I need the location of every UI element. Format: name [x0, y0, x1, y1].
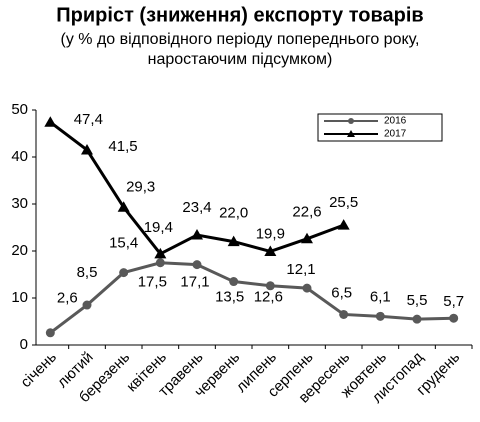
- legend-label: 2017: [384, 129, 407, 140]
- data-label: 19,9: [256, 225, 285, 242]
- data-label: 5,5: [407, 292, 428, 309]
- point: [449, 313, 459, 323]
- data-label: 13,5: [215, 289, 244, 306]
- data-label: 25,5: [329, 194, 358, 211]
- point: [45, 328, 55, 338]
- data-label: 8,5: [77, 264, 98, 281]
- y-tick-label: 0: [20, 336, 28, 353]
- data-label: 17,5: [138, 274, 167, 291]
- chart-subtitle: наростаючим підсумком): [148, 51, 333, 68]
- x-tick-label: січень: [17, 348, 60, 391]
- legend-marker: [347, 130, 355, 137]
- point: [81, 143, 93, 155]
- point: [227, 235, 240, 247]
- point: [117, 201, 130, 212]
- chart-subtitle: (у % до відповідного періоду попередньог…: [61, 31, 420, 48]
- data-label: 12,1: [286, 261, 315, 278]
- y-tick-label: 20: [11, 242, 28, 259]
- legend-label: 2016: [384, 116, 407, 127]
- data-label: 12,6: [254, 289, 283, 306]
- data-label: 6,1: [370, 288, 391, 305]
- point: [339, 309, 349, 319]
- data-label: 6,5: [331, 284, 352, 301]
- y-tick-label: 50: [11, 101, 28, 118]
- point: [119, 268, 129, 278]
- point: [265, 281, 275, 291]
- point: [192, 260, 202, 270]
- data-label: 47,4: [74, 111, 103, 128]
- chart-title: Приріст (зниження) експорту товарів: [56, 4, 423, 26]
- legend-box: [317, 113, 443, 142]
- y-tick-label: 30: [11, 195, 28, 212]
- point: [301, 232, 313, 244]
- point: [44, 116, 57, 127]
- data-label: 2,6: [57, 290, 78, 307]
- data-label: 29,3: [126, 178, 155, 195]
- point: [191, 229, 203, 240]
- data-label: 5,7: [443, 293, 464, 310]
- data-label: 22,6: [292, 204, 321, 221]
- data-label: 17,1: [180, 274, 209, 291]
- y-tick-label: 40: [11, 148, 28, 165]
- point: [155, 258, 165, 268]
- point: [337, 219, 350, 230]
- point: [229, 277, 239, 287]
- series-line: [49, 261, 454, 334]
- point: [82, 300, 92, 310]
- y-tick-label: 10: [11, 289, 28, 306]
- point: [302, 283, 312, 293]
- point: [375, 311, 385, 321]
- data-label: 22,0: [219, 205, 248, 222]
- point: [264, 245, 277, 256]
- point: [154, 247, 167, 259]
- legend-marker: [348, 118, 354, 124]
- data-label: 23,4: [182, 199, 211, 216]
- data-label: 19,4: [144, 219, 173, 236]
- data-label: 15,4: [109, 235, 138, 252]
- data-label: 41,5: [108, 138, 137, 155]
- point: [412, 314, 422, 324]
